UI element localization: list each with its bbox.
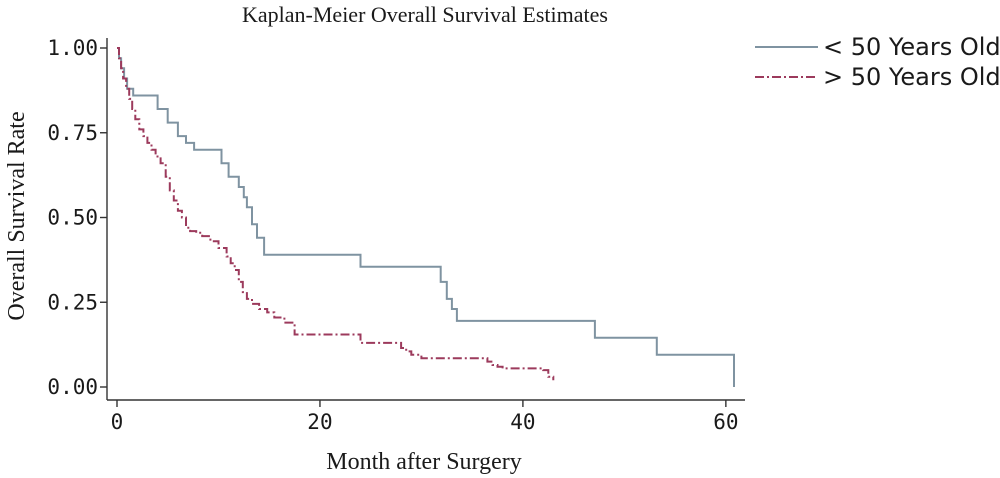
x-tick-label: 20 bbox=[307, 410, 332, 434]
x-tick-label: 0 bbox=[111, 410, 124, 434]
y-ticks: 0.00 0.25 0.50 0.75 1.00 bbox=[47, 36, 107, 399]
x-ticks: 0 20 40 60 bbox=[111, 400, 739, 434]
x-tick-label: 60 bbox=[713, 410, 738, 434]
series-line-over-50 bbox=[117, 47, 555, 381]
legend-label: > 50 Years Old bbox=[823, 63, 1000, 91]
x-tick-label: 40 bbox=[510, 410, 535, 434]
y-tick-label: 1.00 bbox=[47, 36, 98, 60]
y-tick-label: 0.75 bbox=[47, 121, 98, 145]
y-tick-label: 0.00 bbox=[47, 375, 98, 399]
legend-label: < 50 Years Old bbox=[823, 33, 1000, 61]
series-line-under-50 bbox=[117, 47, 735, 387]
axes bbox=[106, 38, 745, 401]
y-tick-label: 0.25 bbox=[47, 290, 98, 314]
y-axis-title: Overall Survival Rate bbox=[4, 111, 30, 320]
legend: < 50 Years Old> 50 Years Old bbox=[755, 33, 1000, 91]
series-group bbox=[117, 47, 735, 387]
chart-title: Kaplan-Meier Overall Survival Estimates bbox=[242, 2, 608, 27]
y-tick-label: 0.50 bbox=[47, 206, 98, 230]
x-axis-title: Month after Surgery bbox=[326, 449, 522, 475]
